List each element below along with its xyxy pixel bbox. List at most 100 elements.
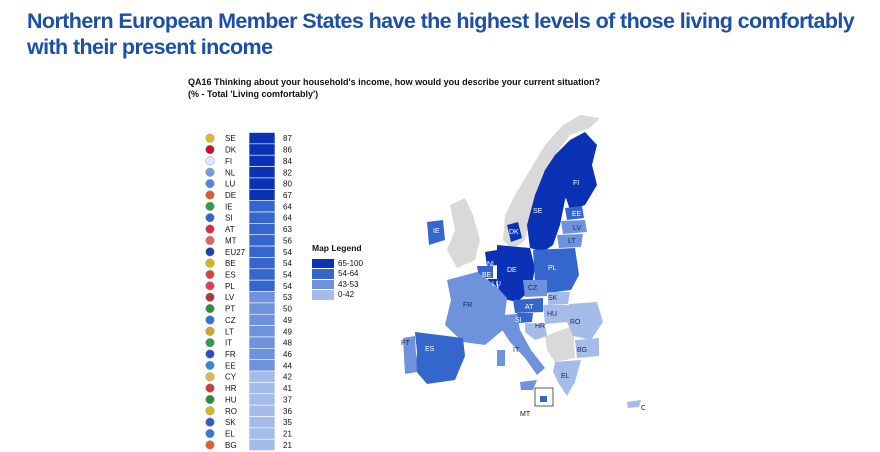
flag-icon-sk <box>205 417 215 427</box>
bar-pt <box>248 302 276 315</box>
map-label-cz: CZ <box>528 285 538 292</box>
flag-icon-eu27 <box>205 247 215 257</box>
flag-icon-pt <box>205 304 215 314</box>
bar-bg <box>248 438 276 451</box>
flag-icon-it <box>205 338 215 348</box>
map-region-hu <box>543 305 569 324</box>
question-line-2: (% - Total 'Living comfortably') <box>188 89 319 99</box>
map-label-at: AT <box>525 304 534 311</box>
legend-item: 0-42 <box>312 290 363 301</box>
map-region-lv <box>561 220 587 234</box>
category-label: NL <box>225 168 236 177</box>
category-label: SE <box>225 134 236 143</box>
map-label-lv: LV <box>573 225 581 232</box>
category-label: AT <box>225 225 235 234</box>
map-label-bg: BG <box>577 347 587 354</box>
value-label: 86 <box>283 146 292 155</box>
category-label: RO <box>225 407 237 416</box>
map-region-lt <box>557 234 583 248</box>
value-label: 67 <box>283 191 292 200</box>
bar-lu <box>248 177 276 190</box>
category-label: LT <box>225 327 234 336</box>
value-label: 49 <box>283 316 292 325</box>
map-region-el <box>553 360 581 396</box>
legend-label: 54-64 <box>338 269 359 279</box>
map-label-de: DE <box>507 267 517 274</box>
bar-hu <box>248 393 276 406</box>
map-region-hr <box>525 323 547 340</box>
category-label: ES <box>225 271 236 280</box>
bar-el <box>248 427 276 440</box>
flag-icon-dk <box>205 144 215 155</box>
map-label-nl: NL <box>487 261 496 268</box>
value-label: 36 <box>283 407 292 416</box>
bar-si <box>248 211 276 224</box>
legend-swatch <box>312 290 334 300</box>
value-label: 87 <box>283 134 292 143</box>
value-label: 80 <box>283 180 292 189</box>
legend-item: 43-53 <box>312 279 363 290</box>
map-region-ie <box>427 220 445 245</box>
value-label: 50 <box>283 305 292 314</box>
flag-icon-at <box>205 224 215 234</box>
map-label-el: EL <box>561 373 570 380</box>
value-label: 37 <box>283 395 292 404</box>
value-label: 46 <box>283 350 292 359</box>
map-region-it <box>501 314 545 375</box>
map-region-cz <box>523 280 547 297</box>
legend-swatch <box>312 269 334 279</box>
bar-dk <box>248 143 276 156</box>
category-label: EL <box>225 430 235 439</box>
map-label-se: SE <box>533 208 543 215</box>
value-label: 54 <box>283 248 292 257</box>
flag-icon-mt <box>205 235 215 245</box>
flag-icon-hr <box>205 383 215 393</box>
flag-icon-fi <box>205 156 215 166</box>
value-label: 63 <box>283 225 292 234</box>
category-label: FR <box>225 350 236 359</box>
map-region-sardinia <box>497 350 505 366</box>
legend-label: 43-53 <box>338 279 359 289</box>
bar-cy <box>248 370 276 383</box>
bar-fi <box>248 154 276 167</box>
map-region-es <box>415 332 465 384</box>
legend-swatch <box>312 258 334 268</box>
category-label: HU <box>225 395 237 404</box>
category-label: IE <box>225 202 233 211</box>
bar-lt <box>248 325 276 338</box>
value-label: 44 <box>283 361 292 370</box>
value-label: 64 <box>283 214 292 223</box>
bar-fr <box>248 348 276 360</box>
bar-ee <box>248 359 276 372</box>
map-region-sk <box>548 292 570 305</box>
category-label: IT <box>225 339 232 348</box>
bar-cz <box>248 313 276 326</box>
map-region-sicily <box>520 380 537 390</box>
flag-icon-nl <box>205 167 215 177</box>
malta-inset-box <box>534 387 554 407</box>
flag-icon-lu <box>205 179 215 189</box>
flag-icon-ee <box>205 360 215 370</box>
map-region-balkans <box>545 326 575 362</box>
category-label: PL <box>225 282 235 291</box>
flag-icon-el <box>205 428 215 439</box>
flag-icon-es <box>205 269 215 280</box>
flag-icon-lv <box>205 292 215 302</box>
map-region-dk <box>507 222 522 242</box>
bar-es <box>248 268 276 281</box>
flag-icon-cz <box>205 315 215 325</box>
map-label-fi: FI <box>573 180 579 187</box>
map-label-cy: CY <box>641 405 645 412</box>
value-label: 21 <box>283 430 292 439</box>
category-label: FI <box>225 157 232 166</box>
category-label: BG <box>225 441 237 450</box>
value-label: 56 <box>283 236 292 245</box>
map-label-pl: PL <box>548 265 557 272</box>
map-label-si: SI <box>515 317 522 324</box>
value-label: 42 <box>283 373 292 382</box>
flag-icon-hu <box>205 394 215 405</box>
category-label: EU27 <box>225 248 246 257</box>
flag-icon-se <box>205 133 215 143</box>
map-label-ee: EE <box>572 211 582 218</box>
